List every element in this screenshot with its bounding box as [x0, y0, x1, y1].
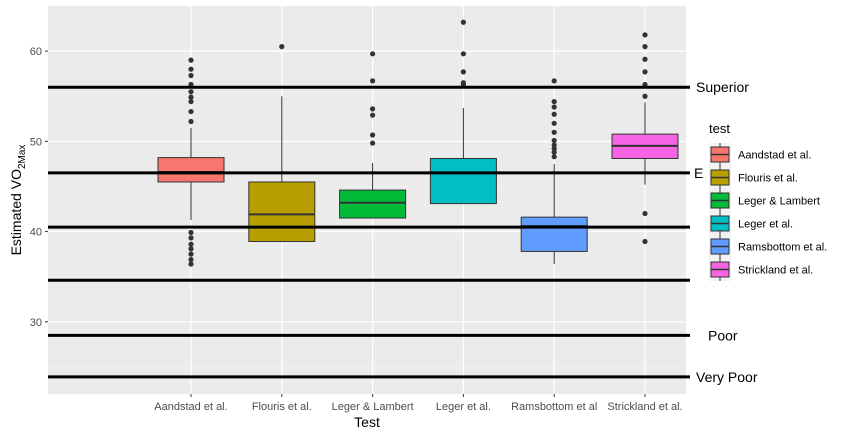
box-group	[611, 32, 679, 245]
reference-lines	[48, 85, 690, 379]
legend-label: Aandstad et al.	[738, 150, 811, 162]
box	[157, 157, 225, 183]
x-tick-label: Leger & Lambert	[332, 401, 414, 413]
outlier-point	[188, 261, 194, 267]
outlier-point	[551, 111, 557, 117]
legend: Aandstad et al. Flouris et al. Leger & Lam…	[709, 143, 827, 281]
legend-label: Ramsbottom et al.	[738, 242, 827, 254]
y-axis-title: Estimated VO2Max	[8, 145, 28, 256]
outlier-point	[551, 99, 557, 105]
box	[520, 216, 588, 252]
legend-label: Leger & Lambert	[738, 196, 820, 208]
y-tick-label: 50	[30, 136, 42, 148]
legend-title: test	[709, 121, 730, 136]
outlier-point	[551, 120, 557, 126]
x-tick-label: Aandstad et al.	[154, 401, 227, 413]
outlier-point	[188, 241, 194, 247]
outlier-point	[188, 57, 194, 63]
outlier-point	[460, 19, 466, 25]
outlier-point	[551, 78, 557, 84]
outlier-point	[188, 246, 194, 252]
outlier-point	[460, 80, 466, 86]
x-axis-title: Test	[354, 414, 380, 430]
outlier-point	[551, 142, 557, 148]
legend-label: Flouris et al.	[738, 173, 798, 185]
outlier-point	[188, 72, 194, 79]
outlier-point	[370, 132, 376, 138]
outlier-point	[642, 93, 648, 99]
outlier-point	[188, 256, 194, 263]
reference-labels: Superior E Poor Very Poor	[694, 79, 758, 385]
legend-item: Strickland et al.	[709, 258, 813, 281]
y-tick-label: 40	[30, 227, 42, 239]
box-group	[248, 44, 316, 243]
outlier-point	[188, 118, 194, 125]
legend-item: Leger & Lambert	[709, 189, 820, 212]
reference-label: E	[694, 165, 703, 181]
outlier-point	[188, 235, 194, 241]
box	[429, 157, 497, 205]
x-tick-label: Ramsbottom et al	[511, 401, 597, 413]
outlier-point	[551, 137, 557, 144]
legend-item: Aandstad et al.	[709, 143, 811, 166]
legend-label: Leger et al.	[738, 219, 793, 231]
outlier-point	[279, 44, 285, 50]
reference-label: Very Poor	[696, 369, 758, 385]
outlier-point	[370, 78, 376, 84]
y-axis-title-main: Estimated VO	[8, 169, 24, 255]
outlier-point	[460, 51, 466, 57]
box	[248, 181, 316, 243]
outlier-point	[188, 108, 194, 115]
outlier-point	[551, 149, 557, 155]
outlier-point	[551, 104, 557, 110]
x-tick-label: Flouris et al.	[252, 401, 312, 413]
x-axis-ticks: Aandstad et al. Flouris et al. Leger & Lam…	[154, 394, 683, 413]
legend-item: Leger et al.	[709, 212, 793, 235]
outlier-point	[642, 32, 648, 38]
legend-label: Strickland et al.	[738, 265, 813, 277]
outlier-point	[551, 145, 557, 152]
outlier-point	[642, 44, 648, 50]
legend-item: Ramsbottom et al.	[709, 235, 827, 258]
outlier-point	[370, 106, 376, 112]
outlier-point	[370, 112, 376, 118]
box-group	[429, 19, 497, 205]
outlier-point	[188, 229, 194, 236]
y-axis-ticks: 30 40 50 60	[30, 46, 48, 329]
outlier-point	[188, 94, 194, 100]
reference-label: Superior	[696, 79, 749, 95]
y-axis-title-subscript: 2Max	[17, 145, 28, 169]
box-group	[339, 51, 407, 219]
outlier-point	[188, 66, 194, 72]
x-tick-label: Strickland et al.	[607, 401, 682, 413]
outlier-point	[642, 238, 648, 245]
y-tick-label: 60	[30, 46, 42, 58]
outlier-point	[460, 69, 466, 75]
outlier-point	[188, 251, 194, 257]
outlier-point	[188, 99, 194, 105]
outlier-point	[642, 210, 648, 217]
box	[339, 189, 407, 219]
y-tick-label: 30	[30, 317, 42, 329]
boxes	[157, 19, 679, 267]
x-tick-label: Leger et al.	[436, 401, 491, 413]
outlier-point	[642, 56, 648, 62]
minor-grid	[48, 5, 686, 368]
outlier-point	[370, 51, 376, 57]
reference-label: Poor	[708, 327, 738, 343]
outlier-point	[551, 154, 557, 160]
outlier-point	[370, 140, 376, 146]
outlier-point	[642, 69, 648, 75]
outlier-point	[551, 129, 557, 135]
outlier-point	[188, 89, 194, 95]
legend-item: Flouris et al.	[709, 166, 798, 189]
